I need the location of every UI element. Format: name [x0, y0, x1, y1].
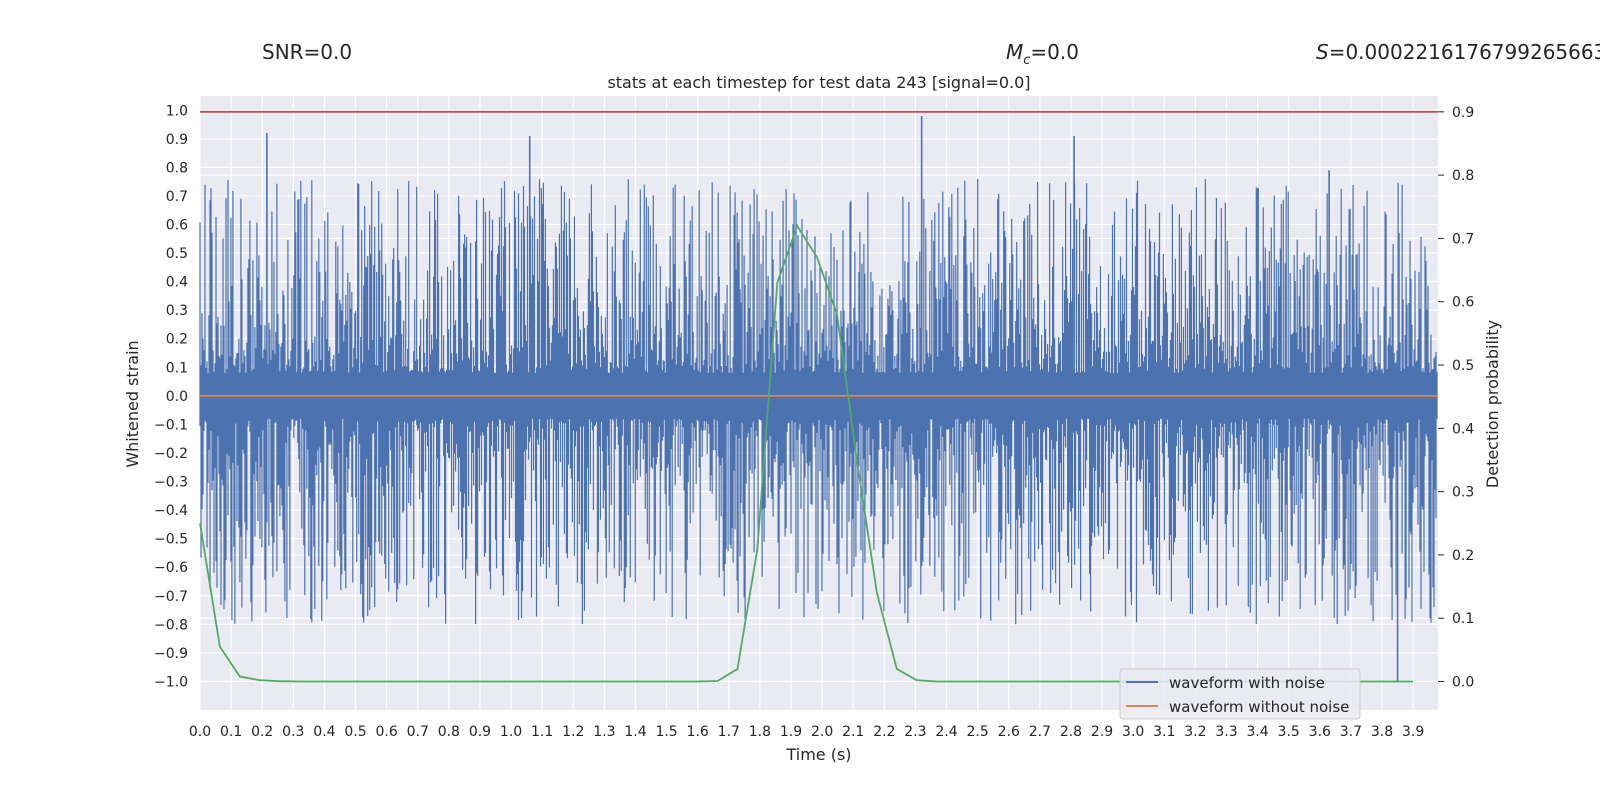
y-tick-label: 0.1 [166, 360, 188, 376]
y-tick-label: 0.9 [166, 132, 188, 148]
y-tick-label: −0.7 [154, 589, 188, 605]
s-statistic-header: S=0.00022161767992656633 [1316, 40, 1600, 64]
x-tick-label: 0.8 [438, 724, 460, 740]
x-tick-label: 3.6 [1309, 724, 1331, 740]
snr-header: SNR=0.0 [262, 40, 352, 64]
x-tick-label: 1.8 [749, 724, 771, 740]
x-tick-label: 0.5 [344, 724, 366, 740]
x-tick-label: 1.6 [687, 724, 709, 740]
y-axis-label: Whitened strain [123, 340, 142, 467]
x-tick-label: 1.5 [655, 724, 677, 740]
x-tick-label: 3.2 [1184, 724, 1206, 740]
y-tick-label: 1.0 [166, 103, 188, 119]
chart-title: stats at each timestep for test data 243… [607, 73, 1030, 92]
x-tick-label: 0.0 [189, 724, 211, 740]
y2-tick-label: 0.9 [1452, 105, 1474, 121]
chirp-mass-symbol: M [1006, 40, 1024, 64]
y-tick-label: −0.1 [154, 417, 188, 433]
chirp-mass-header: Mc=0.0 [1006, 40, 1079, 68]
y2-tick-label: 0.2 [1452, 548, 1474, 564]
y-tick-label: 0.4 [166, 275, 188, 291]
x-tick-label: 0.7 [407, 724, 429, 740]
s-statistic-value: =0.00022161767992656633 [1328, 40, 1600, 64]
y-tick-labels: −1.0 −0.9 −0.8 −0.7 −0.6 −0.5 −0.4 −0.3 −0.2 −0.1… [154, 103, 188, 690]
x-axis-label: Time (s) [785, 745, 851, 764]
x-tick-label: 2.8 [1060, 724, 1082, 740]
y-tick-label: 0.7 [166, 189, 188, 205]
y-tick-label: 0.3 [166, 303, 188, 319]
x-tick-label: 1.3 [593, 724, 615, 740]
y-tick-label: −0.3 [154, 475, 188, 491]
x-tick-label: 0.9 [469, 724, 491, 740]
y-tick-label: 0.0 [166, 389, 188, 405]
series-layer [199, 110, 1438, 683]
x-tick-label: 2.0 [811, 724, 833, 740]
legend: waveform with noise waveform without noi… [1119, 668, 1361, 720]
x-tick-label: 0.6 [376, 724, 398, 740]
y-tick-label: −0.8 [154, 617, 188, 633]
y-tick-label: −0.5 [154, 532, 188, 548]
x-tick-label: 1.9 [780, 724, 802, 740]
y-tick-label: −0.2 [154, 446, 188, 462]
x-tick-labels: 0.0 0.1 0.2 0.3 0.4 0.5 0.6 0.7 0.8 0.9 1.0 1.1 1.2 1… [189, 724, 1424, 740]
x-tick-label: 2.3 [904, 724, 926, 740]
detection-probability-line [199, 223, 1414, 683]
legend-label-clean: waveform without noise [1169, 698, 1349, 716]
y2-tick-label: 0.1 [1452, 611, 1474, 627]
x-tick-label: 2.9 [1091, 724, 1113, 740]
x-tick-label: 1.7 [718, 724, 740, 740]
x-tick-label: 1.2 [562, 724, 584, 740]
legend-label-noise: waveform with noise [1169, 674, 1325, 692]
x-tick-label: 3.7 [1340, 724, 1362, 740]
x-tick-label: 3.5 [1278, 724, 1300, 740]
y2-tick-label: 0.8 [1452, 168, 1474, 184]
y-tick-label: 0.5 [166, 246, 188, 262]
x-tick-label: 3.3 [1215, 724, 1237, 740]
x-tick-label: 3.8 [1371, 724, 1393, 740]
x-tick-label: 3.0 [1122, 724, 1144, 740]
snr-header-text: SNR=0.0 [262, 40, 353, 64]
x-tick-label: 2.7 [1029, 724, 1051, 740]
legend-box [1119, 668, 1361, 720]
y-tick-label: −0.6 [154, 560, 188, 576]
x-tick-label: 2.2 [873, 724, 895, 740]
s-statistic-symbol: S [1316, 40, 1329, 64]
y2-tick-label: 0.4 [1452, 421, 1474, 437]
x-tick-label: 0.4 [313, 724, 335, 740]
y-tick-label: 0.6 [166, 218, 188, 234]
y2-tick-label: 0.7 [1452, 231, 1474, 247]
y2-tick-labels: 0.0 0.1 0.2 0.3 0.4 0.5 0.6 0.7 0.8 0.9 [1438, 105, 1474, 691]
noise-waveform-line [199, 178, 1438, 625]
x-tick-label: 1.4 [624, 724, 646, 740]
x-tick-label: 3.4 [1246, 724, 1268, 740]
y-tick-label: −1.0 [154, 674, 188, 690]
y2-tick-label: 0.0 [1452, 675, 1474, 691]
x-tick-label: 0.3 [282, 724, 304, 740]
x-gridlines [199, 96, 1414, 710]
x-tick-label: 1.1 [531, 724, 553, 740]
y-tick-label: 0.8 [166, 160, 188, 176]
chirp-mass-subscript: c [1023, 53, 1031, 68]
y2-tick-label: 0.5 [1452, 358, 1474, 374]
x-tick-label: 0.1 [220, 724, 242, 740]
x-tick-label: 2.4 [935, 724, 957, 740]
y2-tick-label: 0.6 [1452, 295, 1474, 311]
y-tick-label: 0.2 [166, 332, 188, 348]
x-tick-label: 2.5 [967, 724, 989, 740]
y-tick-label: −0.9 [154, 646, 188, 662]
x-tick-label: 2.1 [842, 724, 864, 740]
chirp-mass-value: =0.0 [1030, 40, 1079, 64]
y2-tick-label: 0.3 [1452, 485, 1474, 501]
y2-axis-label: Detection probability [1483, 320, 1502, 488]
x-tick-label: 0.2 [251, 724, 273, 740]
noise-series-layer [199, 115, 1438, 682]
x-tick-label: 3.9 [1402, 724, 1424, 740]
x-tick-label: 1.0 [500, 724, 522, 740]
x-tick-label: 2.6 [998, 724, 1020, 740]
y-tick-label: −0.4 [154, 503, 188, 519]
x-tick-label: 3.1 [1153, 724, 1175, 740]
